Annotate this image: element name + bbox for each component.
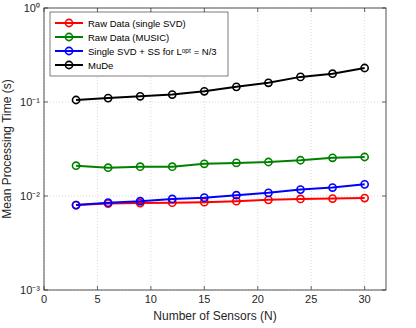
series-marker xyxy=(329,195,336,202)
series-marker xyxy=(169,91,176,98)
x-tick xyxy=(257,286,258,290)
series-marker xyxy=(297,195,304,202)
x-tick xyxy=(150,8,151,12)
x-grid-line xyxy=(364,8,365,290)
series-line xyxy=(76,184,365,205)
series-marker xyxy=(361,153,368,160)
x-grid-line xyxy=(257,8,258,290)
series-marker xyxy=(297,157,304,164)
x-tick-label: 30 xyxy=(359,293,371,305)
x-tick xyxy=(364,8,365,12)
x-tick xyxy=(204,286,205,290)
series-marker xyxy=(361,181,368,188)
series-marker xyxy=(137,198,144,205)
series-marker xyxy=(233,159,240,166)
y-axis-label: Mean Processing Time (s) xyxy=(0,79,14,218)
x-axis-label: Number of Sensors (N) xyxy=(153,309,276,323)
y-tick-label: 10⁻² xyxy=(20,190,40,202)
series-marker xyxy=(201,160,208,167)
series-marker xyxy=(361,194,368,201)
x-tick-label: 5 xyxy=(94,293,100,305)
y-tick xyxy=(382,102,386,103)
x-tick-label: 20 xyxy=(252,293,264,305)
legend: Raw Data (single SVD) Raw Data (MUSIC) Sin… xyxy=(50,12,228,76)
series-marker xyxy=(297,73,304,80)
legend-marker xyxy=(65,33,72,40)
series-marker xyxy=(297,186,304,193)
x-tick-label: 0 xyxy=(41,293,47,305)
x-tick-label: 25 xyxy=(305,293,317,305)
legend-line xyxy=(55,50,83,52)
legend-marker xyxy=(65,47,72,54)
y-tick-label: 10⁻³ xyxy=(20,284,40,296)
legend-line xyxy=(55,36,83,38)
series-marker xyxy=(265,79,272,86)
series-marker xyxy=(329,184,336,191)
series-marker xyxy=(201,88,208,95)
x-tick xyxy=(364,286,365,290)
y-tick-label: 10⁰ xyxy=(24,2,40,14)
series-marker xyxy=(233,192,240,199)
series-marker xyxy=(265,189,272,196)
plot-frame xyxy=(44,8,386,290)
series-line xyxy=(76,157,365,168)
series-marker xyxy=(265,196,272,203)
x-tick xyxy=(204,8,205,12)
series-marker xyxy=(361,64,368,71)
x-tick xyxy=(97,8,98,12)
x-tick-label: 10 xyxy=(145,293,157,305)
legend-label: Raw Data (single SVD) xyxy=(88,18,186,29)
x-tick xyxy=(97,286,98,290)
series-marker xyxy=(233,83,240,90)
y-tick xyxy=(44,102,48,103)
series-marker xyxy=(105,95,112,102)
legend-label: MuDe xyxy=(88,60,113,71)
x-grid-line xyxy=(311,8,312,290)
series-marker xyxy=(137,93,144,100)
series-marker xyxy=(72,202,79,209)
series-marker xyxy=(105,199,112,206)
series-marker xyxy=(72,162,79,169)
legend-label: Single SVD + SS for Lᵒᵖᵗ = N/3 xyxy=(88,46,217,57)
y-tick-label: 10⁻¹ xyxy=(20,96,40,108)
x-tick xyxy=(257,8,258,12)
series-marker xyxy=(329,70,336,77)
y-tick xyxy=(382,196,386,197)
legend-line xyxy=(55,22,83,24)
legend-marker xyxy=(65,61,72,68)
plot-background xyxy=(44,8,386,290)
legend-label: Raw Data (MUSIC) xyxy=(88,32,169,43)
series-marker xyxy=(169,195,176,202)
y-tick xyxy=(44,196,48,197)
legend-line xyxy=(55,64,83,66)
chart: 0 5 10 15 20 25 30 10⁻³ 10⁻² 10⁻¹ 10⁰ Number of Sen… xyxy=(0,0,416,328)
series-marker xyxy=(105,164,112,171)
series-marker xyxy=(169,163,176,170)
series-marker xyxy=(137,163,144,170)
series-marker xyxy=(329,154,336,161)
x-tick-label: 15 xyxy=(198,293,210,305)
legend-box xyxy=(50,12,228,76)
y-grid-line xyxy=(44,102,386,103)
x-tick xyxy=(311,286,312,290)
legend-marker xyxy=(65,19,72,26)
series-marker xyxy=(72,96,79,103)
series-group xyxy=(72,64,368,208)
series-marker xyxy=(201,194,208,201)
x-tick xyxy=(311,8,312,12)
series-marker xyxy=(265,158,272,165)
x-tick xyxy=(150,286,151,290)
